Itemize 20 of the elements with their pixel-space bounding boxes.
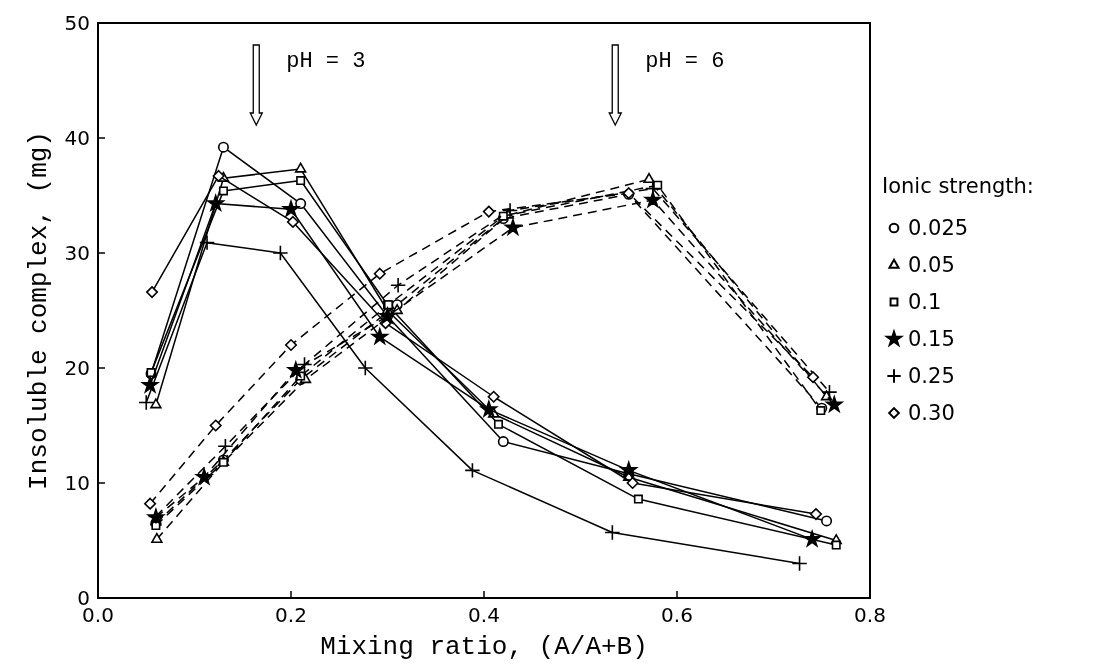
x-tick-label: 0.6	[661, 603, 693, 627]
legend-label: 0.05	[908, 253, 955, 277]
legend-label: 0.25	[908, 364, 955, 388]
x-tick-label: 0.8	[854, 603, 886, 627]
annotation: pH = 6	[645, 49, 725, 74]
x-tick-label: 0.2	[275, 603, 307, 627]
y-tick-label: 30	[64, 241, 90, 265]
x-axis-title: Mixing ratio, (A/A+B)	[320, 632, 648, 662]
y-axis-title: Insoluble complex, (mg)	[24, 131, 54, 490]
legend-label: 0.15	[908, 327, 955, 351]
y-tick-label: 50	[64, 11, 90, 35]
y-tick-label: 40	[64, 126, 90, 150]
legend-label: 0.30	[908, 401, 955, 425]
legend-label: 0.1	[908, 290, 942, 314]
legend-title: Ionic strength:	[882, 174, 1034, 198]
y-tick-label: 20	[64, 356, 90, 380]
annotation: pH = 3	[286, 49, 366, 74]
y-tick-label: 10	[64, 471, 90, 495]
x-tick-label: 0.4	[468, 603, 500, 627]
legend-label: 0.025	[908, 216, 969, 240]
